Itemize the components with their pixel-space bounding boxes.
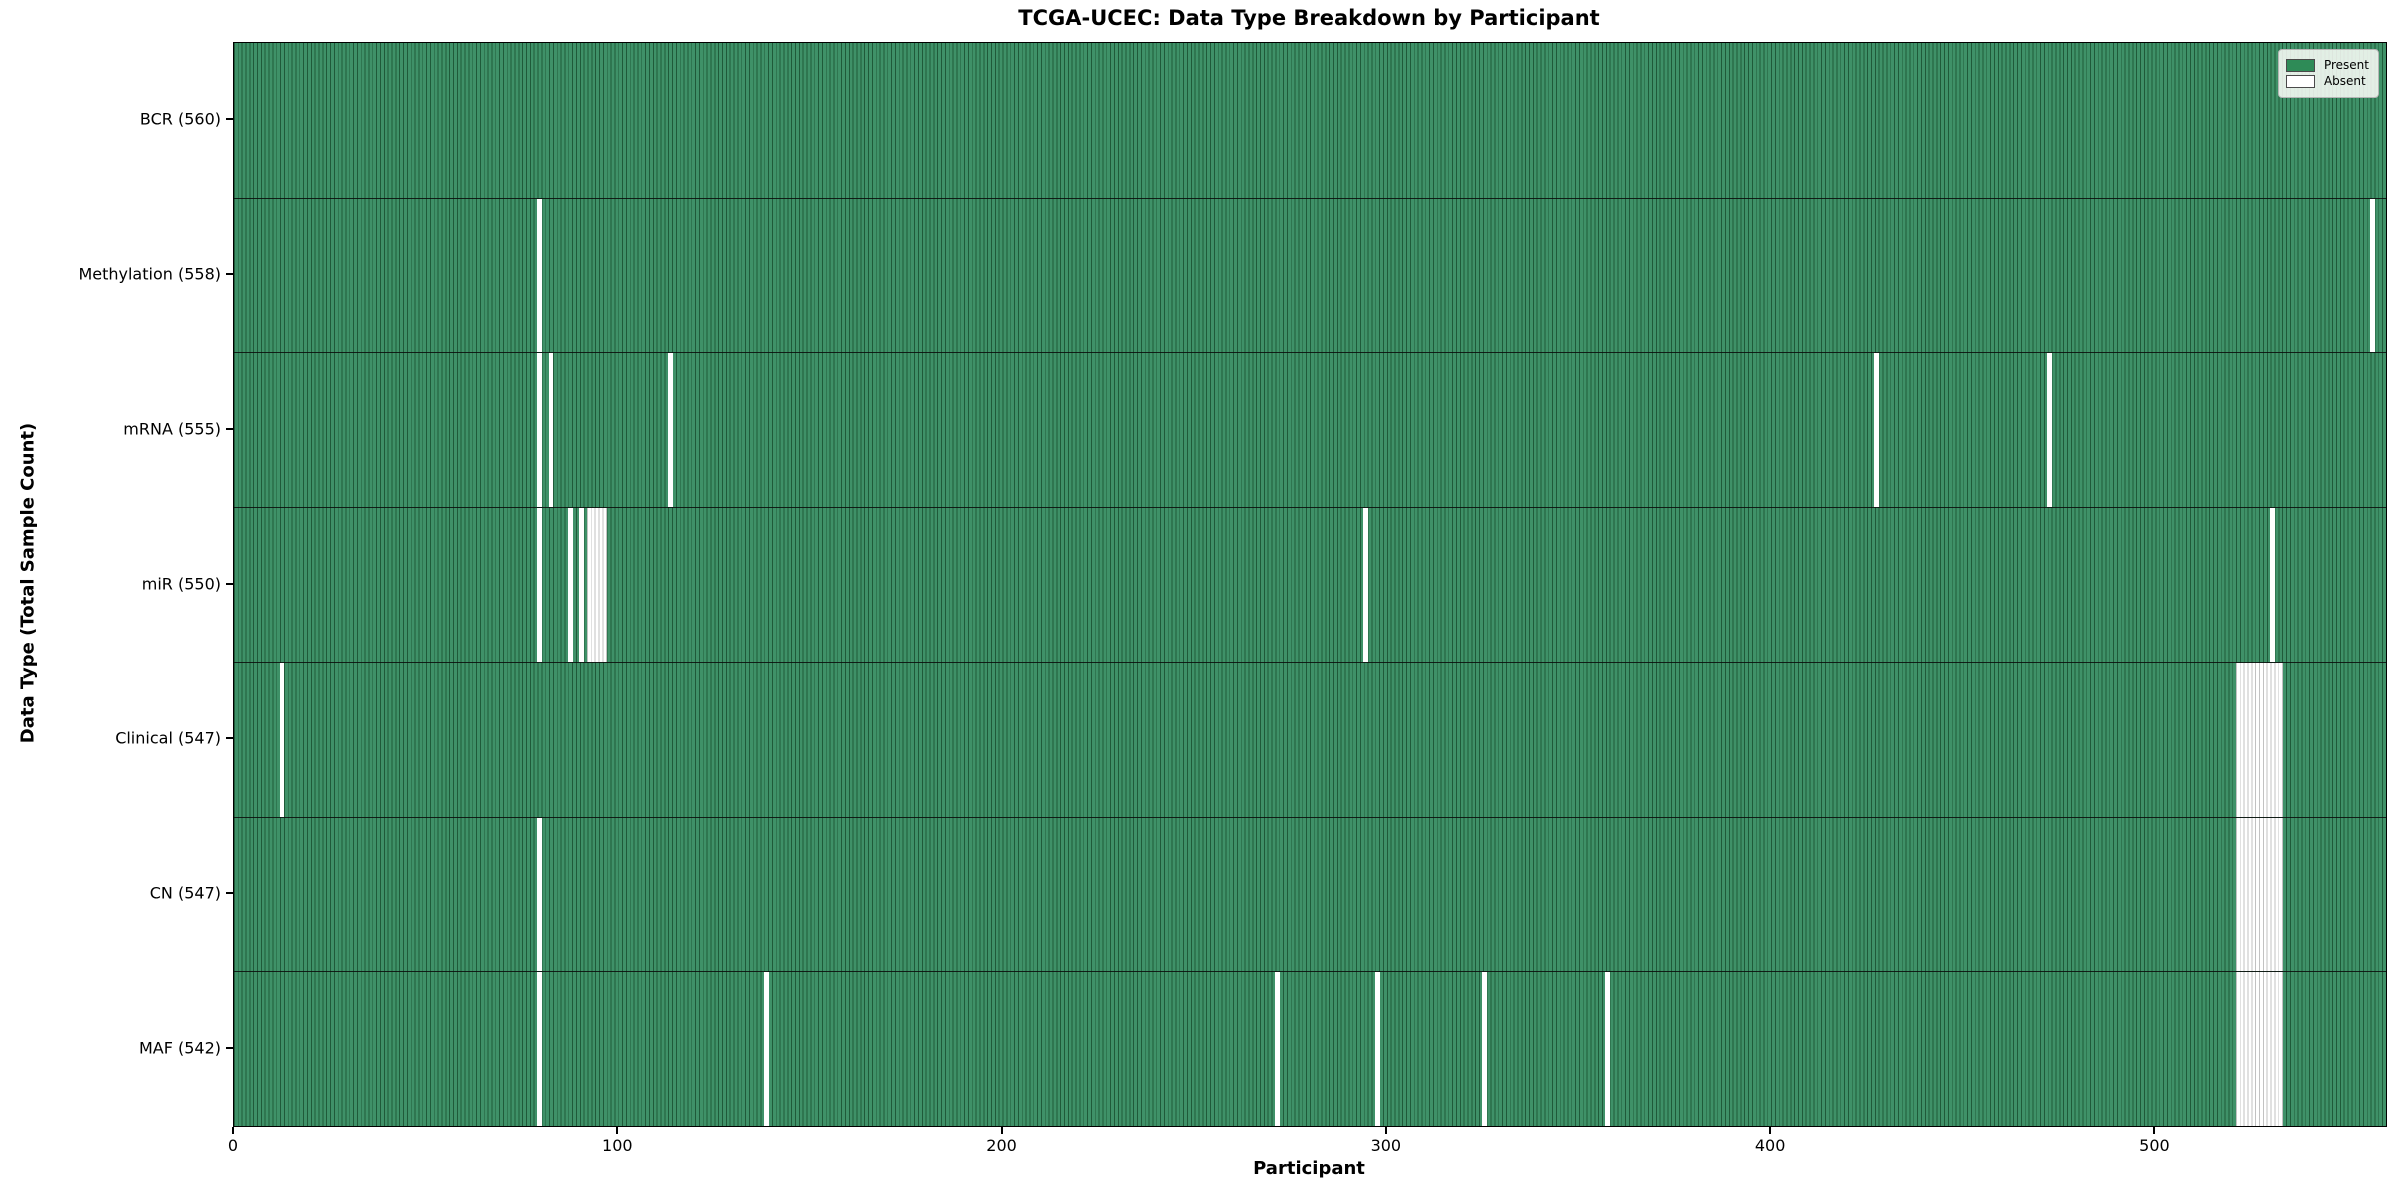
x-tick-label: 200 <box>986 1136 1017 1155</box>
row-maf <box>234 971 2386 1126</box>
y-tick-label: Methylation (558) <box>78 264 221 284</box>
absent-stripe <box>537 508 542 662</box>
absent-stripe <box>537 972 542 1126</box>
y-tick-mark <box>226 737 233 740</box>
legend-entry-absent: Absent <box>2285 74 2369 88</box>
y-tick-mark <box>226 118 233 121</box>
absent-stripe <box>2235 662 2283 817</box>
y-tick-label: Clinical (547) <box>115 728 221 748</box>
absent-stripe <box>1605 972 1611 1126</box>
absent-stripe <box>2047 353 2053 508</box>
x-tick-mark <box>1769 1127 1772 1134</box>
x-tick-mark <box>232 1127 234 1134</box>
absent-stripe <box>537 353 542 508</box>
legend-label: Present <box>2323 58 2369 72</box>
chart-title: TCGA-UCEC: Data Type Breakdown by Partic… <box>1018 6 1600 30</box>
absent-stripe <box>567 508 573 662</box>
legend-swatch-present <box>2285 59 2315 72</box>
plot-area: Present Absent <box>233 42 2387 1127</box>
absent-stripe <box>1274 972 1280 1126</box>
x-tick-mark <box>2153 1127 2156 1134</box>
absent-stripe <box>763 972 769 1126</box>
row-cn <box>234 816 2386 972</box>
y-tick-mark <box>226 1046 233 1049</box>
absent-stripe <box>2235 817 2283 972</box>
row-methylation <box>234 197 2386 353</box>
absent-stripe <box>2270 508 2276 662</box>
absent-stripe <box>579 508 585 662</box>
absent-stripe <box>587 508 608 662</box>
legend-entry-present: Present <box>2285 58 2369 72</box>
y-tick-label: CN (547) <box>149 883 221 903</box>
absent-stripe <box>537 817 542 972</box>
x-tick-label: 500 <box>2139 1136 2170 1155</box>
y-tick-label: mRNA (555) <box>123 419 221 439</box>
y-tick-mark <box>226 582 233 585</box>
x-tick-label: 400 <box>1754 1136 1786 1155</box>
absent-stripe <box>2235 972 2283 1126</box>
absent-stripe <box>548 353 554 508</box>
absent-stripe <box>1363 508 1369 662</box>
row-clinical <box>234 661 2386 817</box>
row-mrna <box>234 352 2386 508</box>
absent-stripe <box>1874 353 1880 508</box>
x-tick-mark <box>1000 1127 1003 1134</box>
legend-label: Absent <box>2323 74 2366 88</box>
absent-stripe <box>667 353 673 508</box>
absent-stripe <box>537 198 542 353</box>
absent-stripe <box>279 662 285 817</box>
y-tick-label: BCR (560) <box>139 109 221 129</box>
legend-swatch-absent <box>2285 75 2315 88</box>
legend: Present Absent <box>2277 49 2379 98</box>
y-axis-title: Data Type (Total Sample Count) <box>17 422 39 744</box>
y-tick-mark <box>226 891 233 894</box>
x-tick-mark <box>616 1127 619 1134</box>
x-tick-label: 300 <box>1370 1136 1402 1155</box>
absent-stripe <box>2370 198 2375 353</box>
y-tick-mark <box>226 427 233 430</box>
y-tick-label: miR (550) <box>141 574 221 593</box>
y-tick-label: MAF (542) <box>138 1038 221 1058</box>
x-tick-mark <box>1384 1127 1387 1134</box>
row-bcr <box>234 43 2386 198</box>
y-tick-mark <box>226 273 233 276</box>
row-mir <box>234 507 2386 662</box>
x-tick-label: 0 <box>227 1136 239 1155</box>
x-tick-label: 100 <box>602 1136 633 1155</box>
absent-stripe <box>1482 972 1488 1126</box>
x-axis-title: Participant <box>1253 1158 1365 1179</box>
absent-stripe <box>1374 972 1380 1126</box>
